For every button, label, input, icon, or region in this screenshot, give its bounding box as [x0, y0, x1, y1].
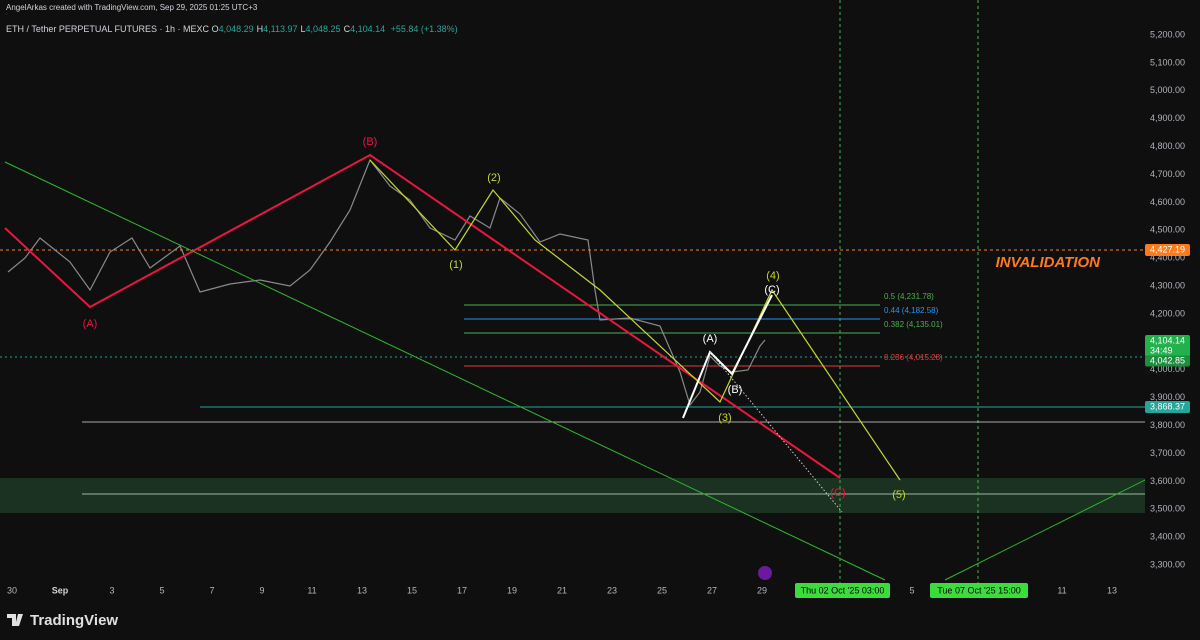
time-label: Sep	[52, 585, 69, 595]
price-label: 4,500.00	[1150, 225, 1185, 235]
price-label: 3,900.00	[1150, 392, 1185, 402]
wave-label: (A)	[83, 318, 98, 330]
wave-label: (3)	[718, 412, 731, 424]
wave-label: (2)	[487, 172, 500, 184]
channel-line	[944, 479, 1146, 581]
time-tag-label: Tue 07 Oct '25 15:00	[937, 585, 1020, 595]
event-icon	[758, 566, 772, 580]
wave-line-yellow	[369, 159, 901, 481]
price-label: 4,800.00	[1150, 141, 1185, 151]
support-zone	[0, 478, 1145, 513]
price-path	[7, 158, 766, 407]
fib-label: 0.5 (4,231.78)	[884, 292, 934, 301]
wave-line-red	[4, 153, 841, 479]
price-label: 3,400.00	[1150, 532, 1185, 542]
time-label: 27	[707, 585, 717, 595]
time-label: 9	[259, 585, 264, 595]
price-tag-label: 3,868.37	[1150, 401, 1185, 411]
ohlc-key: C	[343, 24, 351, 34]
time-label: 13	[357, 585, 367, 595]
fib-label: 0.44 (4,182.58)	[884, 306, 939, 315]
price-label: 3,700.00	[1150, 448, 1185, 458]
wave-label: (C)	[830, 487, 845, 499]
ohlc-key: O	[211, 24, 219, 34]
price-label: 4,700.00	[1150, 169, 1185, 179]
price-label: 4,600.00	[1150, 197, 1185, 207]
price-tag	[1145, 355, 1190, 367]
fib-label: 0.382 (4,135.01)	[884, 320, 943, 329]
time-label: 17	[457, 585, 467, 595]
wave-label: (4)	[766, 270, 779, 282]
price-label: 5,200.00	[1150, 29, 1185, 39]
ohlc-key: L	[300, 24, 306, 34]
time-tag-label: Thu 02 Oct '25 03:00	[801, 585, 885, 595]
wave-label: (1)	[449, 259, 462, 271]
time-label: 30	[7, 585, 17, 595]
logo-icon	[7, 614, 23, 626]
time-label: 15	[407, 585, 417, 595]
time-label: 3	[109, 585, 114, 595]
time-label: 21	[557, 585, 567, 595]
fib-label: 0.236 (4,015.28)	[884, 353, 943, 362]
price-label: 3,500.00	[1150, 504, 1185, 514]
credit: AngelArkas created with TradingView.com,…	[6, 3, 258, 12]
wave-label: (A)	[703, 333, 718, 345]
price-axis	[1145, 0, 1200, 598]
price-label: 4,000.00	[1150, 364, 1185, 374]
price-tag-label: 4,042.85	[1150, 355, 1185, 365]
time-label: 13	[1107, 585, 1117, 595]
time-label: 23	[607, 585, 617, 595]
price-label: 3,600.00	[1150, 476, 1185, 486]
wave-label: (B)	[363, 136, 378, 148]
time-label: 11	[307, 585, 316, 595]
ohlc-value: 4,104.14	[350, 24, 386, 34]
time-label: 29	[757, 585, 767, 595]
ohlc-key: H	[256, 24, 264, 34]
price-tag	[1145, 401, 1190, 413]
time-tag	[930, 583, 1028, 598]
wave-line-white	[682, 294, 773, 419]
price-label: 4,900.00	[1150, 113, 1185, 123]
time-label: 11	[1057, 585, 1066, 595]
symbol-line: ETH / Tether PERPETUAL FUTURES · 1h · ME…	[6, 24, 458, 34]
price-label: 3,800.00	[1150, 420, 1185, 430]
price-tag-label: 4,104.14	[1150, 335, 1185, 345]
price-tag-countdown: 34:49	[1150, 345, 1173, 355]
time-label: 5	[159, 585, 164, 595]
price-tag-label: 4,427.19	[1150, 244, 1185, 254]
price-label: 5,000.00	[1150, 85, 1185, 95]
price-label: 4,200.00	[1150, 308, 1185, 318]
channel-line	[4, 161, 886, 581]
change: +55.84 (+1.38%)	[390, 24, 458, 34]
invalidation-label: INVALIDATION	[996, 254, 1102, 271]
projection-line	[709, 351, 843, 513]
price-tag	[1145, 244, 1190, 256]
time-label: 7	[209, 585, 214, 595]
ohlc: O4,048.29 H4,113.97 L4,048.25 C4,104.14	[212, 24, 389, 34]
symbol: ETH / Tether PERPETUAL FUTURES · 1h · ME…	[6, 24, 210, 34]
price-label: 4,400.00	[1150, 253, 1185, 263]
time-label: 25	[657, 585, 667, 595]
logo: TradingView	[30, 612, 118, 629]
ohlc-value: 4,048.29	[218, 24, 254, 34]
wave-label: (B)	[728, 384, 743, 396]
price-label: 4,300.00	[1150, 280, 1185, 290]
price-label: 3,300.00	[1150, 559, 1185, 569]
wave-label: (5)	[892, 489, 905, 501]
time-label: 5	[909, 585, 914, 595]
footer	[0, 598, 1200, 640]
ohlc-value: 4,048.25	[305, 24, 341, 34]
ohlc-value: 4,113.97	[263, 24, 298, 34]
time-tag	[795, 583, 890, 598]
price-tag	[1145, 335, 1190, 357]
time-label: 19	[507, 585, 517, 595]
price-label: 5,100.00	[1150, 57, 1185, 67]
wave-label: (C)	[764, 284, 779, 296]
